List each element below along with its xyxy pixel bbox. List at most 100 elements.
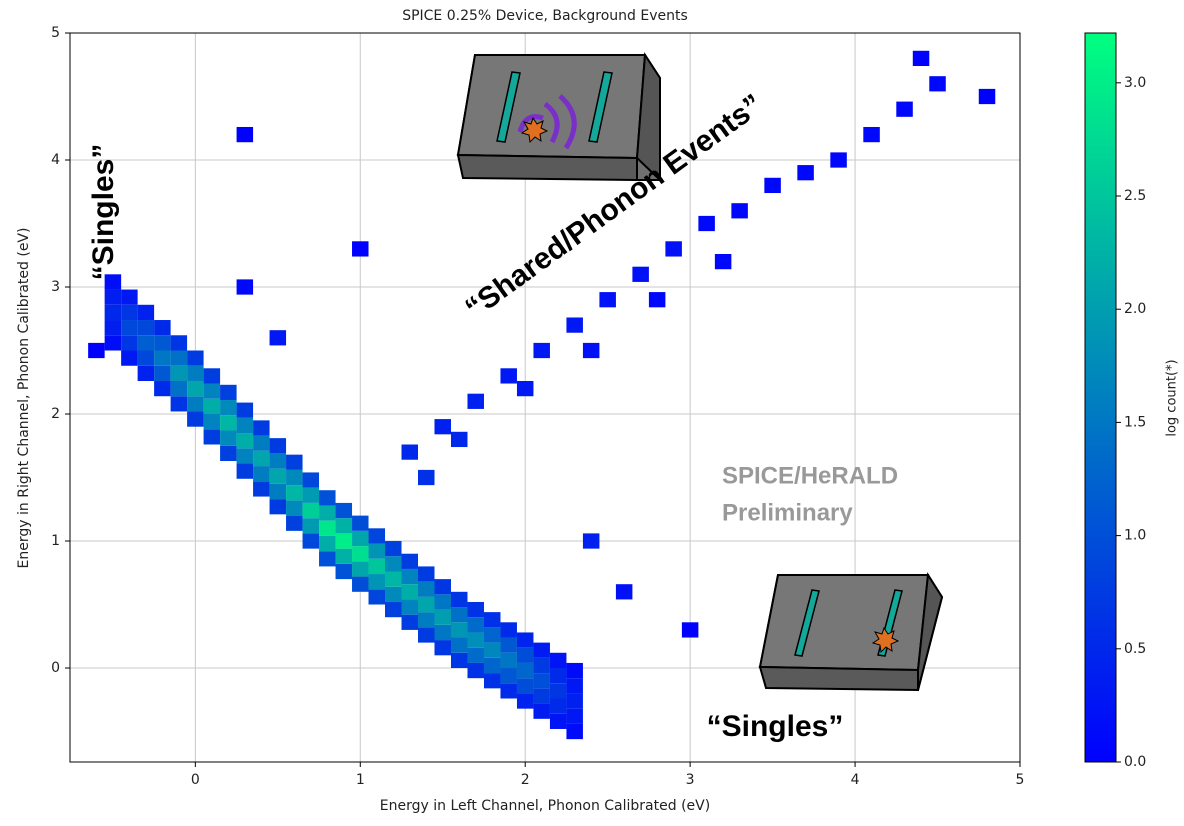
- heatmap-cell: [236, 402, 254, 418]
- heatmap-cell: [335, 533, 353, 549]
- heatmap-cell: [220, 400, 237, 416]
- heatmap-cell: [418, 596, 435, 613]
- heatmap-cell: [220, 430, 237, 446]
- heatmap-cell: [929, 76, 946, 92]
- heatmap-cell: [170, 380, 188, 397]
- heatmap-cell: [203, 429, 221, 445]
- heatmap-cell: [533, 673, 550, 689]
- heatmap-cell: [450, 637, 468, 653]
- heatmap-cell: [418, 612, 435, 628]
- heatmap-cell: [912, 50, 930, 67]
- y-tick-label: 0: [51, 660, 60, 676]
- heatmap-cell: [121, 335, 138, 351]
- heatmap-cell: [549, 698, 567, 714]
- device-icon-shared: [456, 51, 661, 183]
- heatmap-cell: [385, 556, 402, 572]
- heatmap-cell: [88, 342, 105, 359]
- heatmap-cell: [352, 530, 369, 547]
- heatmap-cell: [516, 693, 534, 709]
- heatmap-cell: [516, 678, 534, 694]
- heatmap-cell: [220, 415, 237, 431]
- heatmap-cell: [500, 637, 517, 653]
- heatmap-cell: [566, 708, 583, 724]
- colorbar-ticks: 0.0 0.5 1.0 1.5 2.0 2.5 3.0: [1116, 75, 1146, 770]
- heatmap-cell: [269, 438, 287, 454]
- annotation: “Singles”: [707, 710, 844, 743]
- heatmap-cell: [121, 304, 138, 321]
- heatmap-cell: [863, 126, 880, 143]
- chart-title: SPICE 0.25% Device, Background Events: [402, 8, 688, 24]
- heatmap-cell: [170, 350, 188, 366]
- heatmap-cell: [253, 420, 270, 436]
- heatmap-cell: [187, 365, 204, 381]
- heatmap-cell: [483, 673, 501, 689]
- heatmap-cell: [302, 518, 320, 534]
- heatmap-cell: [286, 500, 303, 516]
- heatmap-cell: [533, 657, 550, 674]
- heatmap-cell: [516, 647, 534, 663]
- heatmap-cell: [253, 481, 270, 497]
- heatmap-cell: [319, 535, 336, 552]
- heatmap-cell: [368, 574, 386, 590]
- heatmap-cell: [500, 652, 517, 669]
- heatmap-cell: [286, 454, 303, 470]
- heatmap-cell: [253, 466, 270, 482]
- y-tick-label: 3: [51, 279, 60, 295]
- heatmap-cell: [401, 614, 419, 630]
- colorbar-tick-label: 3.0: [1124, 75, 1146, 91]
- heatmap-cell: [698, 215, 715, 232]
- heatmap-cell: [269, 499, 287, 515]
- heatmap-cell: [104, 289, 122, 305]
- heatmap-cell: [335, 548, 353, 564]
- annotation: Preliminary: [722, 499, 853, 526]
- heatmap-cell: [615, 584, 633, 600]
- heatmap-cell: [434, 594, 451, 610]
- heatmap-cell: [187, 396, 204, 412]
- heatmap-cell: [516, 632, 534, 648]
- heatmap-cell: [385, 586, 402, 602]
- heatmap-cell: [467, 647, 484, 663]
- heatmap-cell: [450, 622, 468, 638]
- heatmap-cell: [352, 546, 369, 562]
- heatmap-cell: [665, 241, 682, 257]
- heatmap-cell: [154, 380, 171, 397]
- heatmap-cell: [104, 335, 122, 351]
- heatmap-cell: [170, 365, 188, 381]
- heatmap-cell: [516, 662, 534, 679]
- heatmap-cell: [566, 693, 583, 709]
- heatmap-cell: [104, 320, 122, 336]
- heatmap-cell: [203, 414, 221, 430]
- heatmap-cell: [385, 571, 402, 587]
- colorbar-tick-label: 2.0: [1124, 301, 1146, 317]
- heatmap-cell: [137, 350, 155, 366]
- heatmap-cell: [434, 624, 451, 641]
- heatmap-cell: [137, 335, 155, 351]
- heatmap-cell: [500, 668, 517, 684]
- heatmap-cell: [302, 487, 320, 503]
- heatmap-cell: [632, 266, 649, 282]
- heatmap-cells: [88, 50, 996, 740]
- heatmap-cell: [483, 642, 501, 658]
- heatmap-cell: [319, 490, 336, 506]
- heatmap-cell: [401, 553, 419, 569]
- heatmap-cell: [450, 607, 468, 623]
- heatmap-cell: [582, 342, 600, 359]
- heatmap-cell: [500, 368, 517, 384]
- heatmap-cell: [434, 579, 451, 595]
- colorbar-label: log count(*): [1165, 359, 1180, 436]
- heatmap-cell: [582, 533, 600, 549]
- heatmap-cell: [302, 502, 320, 519]
- heatmap-cell: [220, 445, 237, 462]
- heatmap-cell: [319, 520, 336, 536]
- heatmap-cell: [533, 342, 550, 359]
- x-axis-label: Energy in Left Channel, Phonon Calibrate…: [380, 798, 710, 814]
- heatmap-cell: [418, 627, 435, 643]
- heatmap-cell: [549, 668, 567, 684]
- heatmap-cell: [533, 688, 550, 704]
- heatmap-cell: [319, 505, 336, 521]
- heatmap-cell: [154, 350, 171, 366]
- heatmap-cell: [401, 568, 419, 585]
- heatmap-cell: [516, 380, 534, 397]
- heatmap-cell: [549, 652, 567, 669]
- heatmap-cell: [269, 330, 287, 346]
